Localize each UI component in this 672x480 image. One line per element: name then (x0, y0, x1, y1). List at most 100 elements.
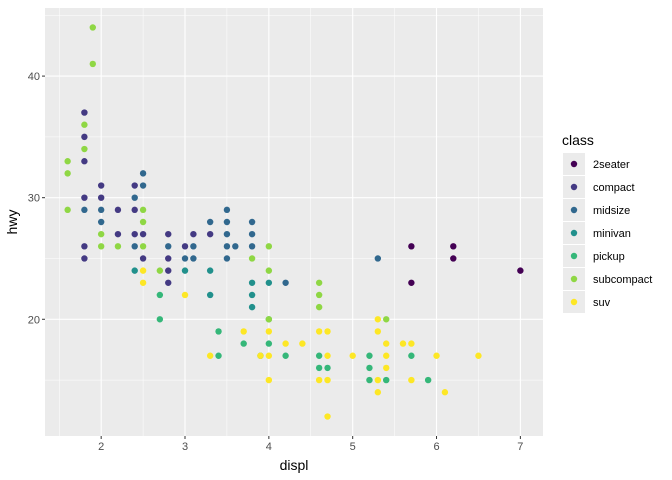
data-point-suv (265, 328, 273, 335)
points (64, 24, 524, 420)
data-point-pickup (240, 340, 247, 347)
data-point-suv (265, 376, 273, 384)
data-point-pickup (383, 376, 390, 384)
data-point-suv (181, 291, 189, 299)
axis-ticks: 2 3 4 5 6 7 20 30 40 (28, 71, 524, 453)
data-point-suv (139, 267, 147, 274)
data-point-compact (131, 182, 138, 189)
data-point-pickup (408, 352, 415, 359)
data-point-suv (240, 328, 247, 335)
data-point-subcompact (139, 206, 147, 214)
data-point-midsize (223, 218, 231, 226)
data-point-compact (131, 206, 138, 214)
data-point-midsize (139, 170, 147, 177)
data-point-pickup (366, 352, 373, 359)
data-point-compact (165, 279, 172, 286)
data-point-compact (114, 230, 122, 238)
data-point-suv (441, 389, 449, 396)
legend-key-midsize (570, 206, 578, 214)
x-tick-label: 5 (350, 441, 356, 453)
data-point-compact (81, 158, 88, 165)
data-point-midsize (131, 194, 138, 201)
y-tick-label: 20 (28, 314, 40, 326)
data-point-suv (408, 340, 415, 347)
data-point-suv (324, 376, 331, 384)
data-point-minivan (248, 303, 256, 311)
data-point-midsize (223, 243, 231, 250)
data-point-minivan (265, 279, 273, 286)
data-point-midsize (139, 182, 147, 189)
data-point-suv (374, 376, 382, 384)
data-point-subcompact (64, 206, 71, 214)
data-point-suv (265, 352, 273, 359)
data-point-pickup (156, 291, 164, 299)
data-point-minivan (181, 267, 189, 274)
data-point-2seater (517, 267, 524, 274)
data-point-pickup (366, 364, 373, 372)
x-tick-label: 7 (517, 441, 523, 453)
legend-label-pickup: pickup (593, 251, 625, 263)
data-point-pickup (215, 328, 222, 335)
data-point-compact (190, 230, 197, 238)
legend-label-compact: compact (593, 182, 635, 194)
data-point-subcompact (315, 291, 323, 299)
legend-label-suv: suv (593, 297, 611, 309)
data-point-subcompact (97, 230, 105, 238)
data-point-midsize (248, 243, 256, 250)
data-point-minivan (206, 267, 214, 274)
data-point-subcompact (265, 267, 273, 274)
data-point-midsize (181, 255, 189, 262)
y-tick-label: 30 (28, 193, 40, 205)
legend-key-compact (570, 183, 578, 191)
data-point-midsize (232, 243, 239, 250)
data-point-minivan (206, 291, 214, 299)
data-point-midsize (248, 230, 256, 238)
legend-key-pickup (570, 252, 578, 260)
data-point-midsize (282, 279, 289, 286)
data-point-midsize (223, 206, 231, 214)
data-point-suv (257, 352, 264, 359)
legend-key-minivan (570, 229, 578, 237)
legend-key-subcompact (570, 275, 578, 283)
data-point-2seater (408, 279, 415, 286)
data-point-compact (97, 194, 105, 201)
x-tick-label: 3 (182, 441, 188, 453)
data-point-compact (81, 109, 88, 116)
data-point-compact (131, 230, 138, 238)
data-point-pickup (315, 364, 323, 372)
data-point-suv (383, 364, 390, 372)
legend-key-2seater (570, 160, 578, 168)
data-point-suv (408, 376, 415, 384)
plot-panel (45, 8, 543, 436)
data-point-subcompact (383, 316, 390, 323)
data-point-subcompact (315, 279, 323, 286)
data-point-midsize (206, 218, 214, 226)
data-point-compact (81, 194, 88, 201)
data-point-subcompact (265, 243, 273, 250)
data-point-midsize (97, 218, 105, 226)
y-tick-label: 40 (28, 71, 40, 83)
x-tick-label: 4 (266, 441, 272, 453)
data-point-minivan (248, 279, 256, 286)
legend-label-2seater: 2seater (593, 159, 630, 171)
data-point-minivan (248, 291, 256, 299)
data-point-suv (282, 340, 289, 347)
legend-label-subcompact: subcompact (593, 274, 652, 286)
data-point-compact (97, 182, 105, 189)
data-point-minivan (131, 267, 138, 274)
data-point-midsize (190, 243, 197, 250)
legend-title: class (562, 132, 594, 148)
x-axis-title: displ (280, 457, 309, 473)
data-point-midsize (248, 218, 256, 226)
data-point-midsize (190, 255, 197, 262)
data-point-compact (165, 255, 172, 262)
data-point-suv (299, 340, 306, 347)
data-point-compact (114, 206, 122, 214)
data-point-subcompact (64, 158, 71, 165)
data-point-midsize (223, 230, 231, 238)
data-point-pickup (315, 352, 323, 359)
data-point-subcompact (89, 60, 96, 68)
data-point-midsize (131, 243, 138, 250)
data-point-midsize (97, 206, 105, 214)
data-point-pickup (265, 340, 273, 347)
